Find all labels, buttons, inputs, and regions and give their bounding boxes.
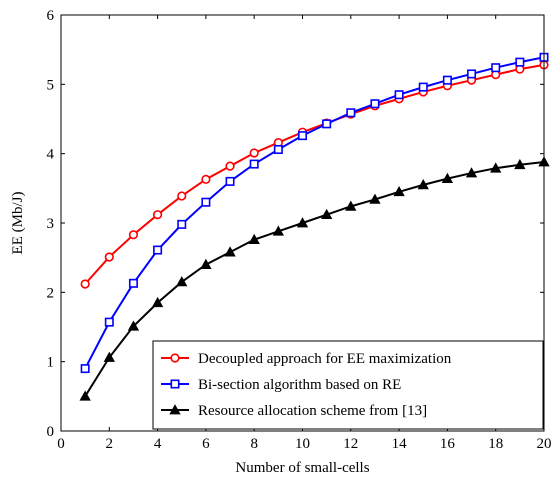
y-tick-label: 5 (47, 77, 55, 93)
data-point (273, 145, 283, 155)
data-point (201, 197, 211, 207)
data-point (225, 176, 235, 186)
plot-area-frame (60, 14, 545, 432)
x-tick-label: 0 (57, 436, 65, 452)
series-2 (79, 156, 550, 401)
data-point (128, 230, 139, 240)
data-point (153, 210, 163, 220)
series-layer (79, 52, 550, 401)
x-tick-label: 4 (154, 436, 162, 452)
x-tick-label: 18 (488, 436, 503, 452)
y-axis-label: EE (Mb/J) (10, 192, 26, 255)
x-tick-label: 8 (250, 436, 258, 452)
legend-label: Resource allocation scheme from [13] (198, 403, 427, 419)
legend-entry: Decoupled approach for EE maximization (161, 351, 452, 367)
data-point (80, 279, 90, 289)
data-point (248, 233, 260, 244)
data-point (346, 108, 356, 118)
legend-marker (169, 404, 181, 415)
x-axis-label: Number of small-cells (235, 460, 369, 476)
data-point (467, 69, 477, 79)
legend-marker (170, 353, 180, 363)
data-point (176, 276, 188, 287)
data-point (369, 193, 381, 204)
series-1 (80, 52, 549, 374)
data-point (441, 172, 454, 183)
data-point (151, 296, 164, 308)
data-point (177, 191, 187, 201)
x-tick-label: 14 (392, 436, 408, 452)
data-point (104, 252, 114, 262)
x-tick-label: 6 (202, 436, 210, 452)
data-point (249, 159, 259, 169)
data-point (153, 245, 163, 255)
data-point (514, 158, 526, 170)
data-point (297, 131, 307, 141)
data-point (418, 82, 428, 92)
x-tick-label: 12 (343, 436, 358, 452)
legend-box (152, 340, 544, 430)
x-tick-label: 20 (537, 436, 552, 452)
data-point (104, 317, 114, 327)
data-point (103, 351, 115, 362)
x-tick-label: 16 (440, 436, 456, 452)
series-0 (80, 60, 549, 289)
data-point (321, 208, 333, 220)
data-point (80, 364, 90, 374)
data-point (393, 185, 405, 197)
legend-entry: Bi-section algorithm based on RE (161, 377, 401, 393)
legend-label: Bi-section algorithm based on RE (198, 377, 401, 393)
data-point (417, 179, 429, 190)
data-point (127, 320, 140, 331)
data-point (272, 225, 284, 236)
data-point (225, 161, 235, 171)
data-point (394, 90, 404, 100)
data-point (370, 99, 380, 109)
series-line (84, 160, 545, 397)
legend: Decoupled approach for EE maximization Bi… (152, 340, 544, 430)
data-point (491, 63, 501, 73)
y-tick-label: 3 (47, 216, 55, 232)
data-point (490, 162, 502, 173)
data-point (465, 167, 478, 178)
data-point (442, 75, 452, 85)
y-tick-label: 4 (47, 147, 55, 163)
data-point (79, 390, 91, 401)
legend-label: Decoupled approach for EE maximization (198, 351, 452, 367)
x-tick-label: 2 (106, 436, 114, 452)
data-point (322, 119, 332, 129)
data-point (249, 148, 259, 158)
data-point (515, 57, 525, 67)
data-point (224, 246, 236, 257)
data-point (296, 217, 309, 228)
data-point (201, 174, 211, 184)
legend-marker (170, 379, 180, 389)
y-tick-label: 0 (47, 424, 55, 440)
data-point (128, 278, 138, 288)
x-tick-label: 10 (295, 436, 310, 452)
data-point (177, 219, 187, 229)
y-tick-label: 2 (47, 285, 55, 301)
y-tick-label: 6 (47, 8, 55, 24)
data-point (345, 200, 357, 211)
legend-entry: Resource allocation scheme from [13] (161, 403, 427, 419)
data-point (200, 258, 212, 269)
y-tick-label: 1 (47, 355, 55, 371)
